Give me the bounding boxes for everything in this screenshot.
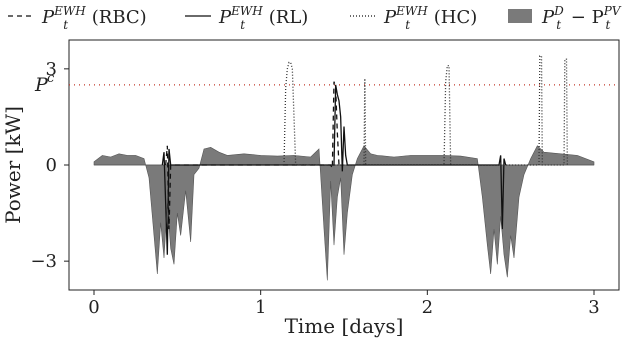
legend-label: PEWH t (RL) bbox=[218, 4, 308, 32]
x-tick-label: 1 bbox=[255, 297, 266, 318]
axes: 0 1 2 3 −3 0 3 bbox=[30, 59, 599, 318]
y-tick-label: 0 bbox=[46, 155, 57, 176]
y-tick-label: 3 bbox=[46, 59, 57, 80]
x-tick-label: 2 bbox=[422, 297, 433, 318]
y-tick-label: −3 bbox=[30, 251, 57, 272]
legend: PEWH t (RBC) PEWH t (RL) PEWH t (HC) PD t − PPV… bbox=[8, 4, 622, 32]
pc-level-label: P bbox=[34, 74, 49, 96]
series-line bbox=[161, 84, 507, 255]
pc-level-label-sup: c bbox=[47, 71, 55, 86]
x-axis-label: Time [days] bbox=[285, 314, 404, 338]
net-load-area bbox=[93, 145, 595, 281]
legend-label: PEWH t (HC) bbox=[383, 4, 477, 32]
series-line bbox=[283, 55, 568, 166]
x-tick-label: 3 bbox=[588, 297, 599, 318]
x-tick-label: 0 bbox=[88, 297, 99, 318]
ewh-lines-layer bbox=[161, 55, 568, 255]
y-axis-label: Power [kW] bbox=[1, 106, 25, 224]
legend-swatch-patch bbox=[508, 9, 532, 23]
series-line bbox=[165, 81, 340, 230]
legend-label: PEWH t (RBC) bbox=[41, 4, 147, 32]
legend-label: PD t − PPV t bbox=[541, 4, 622, 32]
